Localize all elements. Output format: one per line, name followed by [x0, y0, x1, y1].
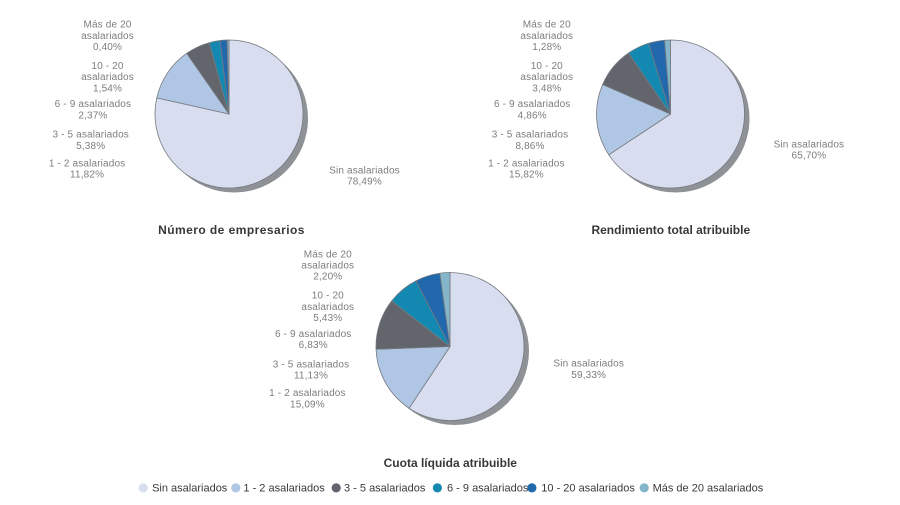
- svg-text:6 - 9 asalariados: 6 - 9 asalariados: [275, 329, 351, 340]
- svg-text:15,09%: 15,09%: [290, 399, 325, 410]
- svg-text:asalariados: asalariados: [520, 31, 573, 42]
- svg-text:Más de 20: Más de 20: [304, 249, 352, 260]
- svg-text:Más de 20: Más de 20: [83, 20, 131, 31]
- svg-text:Número de empresarios: Número de empresarios: [158, 223, 305, 237]
- svg-text:Sin asalariados: Sin asalariados: [774, 139, 845, 150]
- svg-text:0,40%: 0,40%: [93, 42, 122, 53]
- svg-text:1 - 2 asalariados: 1 - 2 asalariados: [269, 388, 345, 399]
- svg-text:Rendimiento total atribuible: Rendimiento total atribuible: [591, 223, 750, 237]
- svg-text:59,33%: 59,33%: [571, 370, 606, 381]
- svg-text:6 - 9 asalariados: 6 - 9 asalariados: [55, 99, 131, 110]
- svg-text:Más de 20: Más de 20: [523, 20, 571, 31]
- svg-text:Sin asalariados: Sin asalariados: [553, 359, 624, 370]
- svg-text:10 - 20 asalariados: 10 - 20 asalariados: [541, 482, 635, 494]
- svg-text:1 - 2 asalariados: 1 - 2 asalariados: [49, 158, 125, 169]
- svg-text:Sin asalariados: Sin asalariados: [152, 482, 228, 494]
- svg-text:11,13%: 11,13%: [294, 370, 328, 381]
- svg-text:5,38%: 5,38%: [76, 141, 105, 152]
- svg-text:Cuota líquida atribuible: Cuota líquida atribuible: [384, 456, 518, 470]
- svg-text:10 - 20: 10 - 20: [91, 61, 123, 72]
- svg-text:3 - 5 asalariados: 3 - 5 asalariados: [52, 130, 128, 141]
- svg-text:1,54%: 1,54%: [93, 83, 122, 94]
- svg-text:3,48%: 3,48%: [532, 83, 561, 94]
- svg-text:78,49%: 78,49%: [347, 177, 382, 188]
- svg-text:6 - 9 asalariados: 6 - 9 asalariados: [447, 482, 529, 494]
- svg-text:asalariados: asalariados: [81, 31, 134, 42]
- svg-text:10 - 20: 10 - 20: [531, 61, 563, 72]
- svg-text:3 - 5 asalariados: 3 - 5 asalariados: [344, 482, 426, 494]
- svg-text:asalariados: asalariados: [81, 72, 134, 83]
- svg-text:15,82%: 15,82%: [509, 170, 544, 181]
- svg-text:1 - 2 asalariados: 1 - 2 asalariados: [488, 158, 564, 169]
- svg-text:1 - 2 asalariados: 1 - 2 asalariados: [243, 482, 325, 494]
- svg-text:4,86%: 4,86%: [518, 110, 547, 121]
- svg-text:asalariados: asalariados: [301, 302, 354, 313]
- svg-text:10 - 20: 10 - 20: [312, 291, 344, 302]
- svg-text:3 - 5 asalariados: 3 - 5 asalariados: [492, 130, 568, 141]
- svg-text:Más de 20 asalariados: Más de 20 asalariados: [653, 482, 764, 494]
- svg-text:6 - 9 asalariados: 6 - 9 asalariados: [494, 99, 570, 110]
- svg-text:2,20%: 2,20%: [313, 272, 342, 283]
- svg-text:2,37%: 2,37%: [78, 110, 107, 121]
- svg-text:5,43%: 5,43%: [313, 313, 342, 324]
- svg-text:asalariados: asalariados: [301, 260, 354, 271]
- svg-text:6,83%: 6,83%: [299, 340, 328, 351]
- svg-text:asalariados: asalariados: [520, 72, 573, 83]
- svg-text:8,86%: 8,86%: [515, 141, 544, 152]
- svg-text:3 - 5 asalariados: 3 - 5 asalariados: [273, 359, 349, 370]
- svg-text:65,70%: 65,70%: [791, 151, 826, 162]
- svg-text:Sin asalariados: Sin asalariados: [329, 165, 400, 176]
- svg-text:1,28%: 1,28%: [532, 42, 561, 53]
- svg-text:11,82%: 11,82%: [70, 170, 104, 181]
